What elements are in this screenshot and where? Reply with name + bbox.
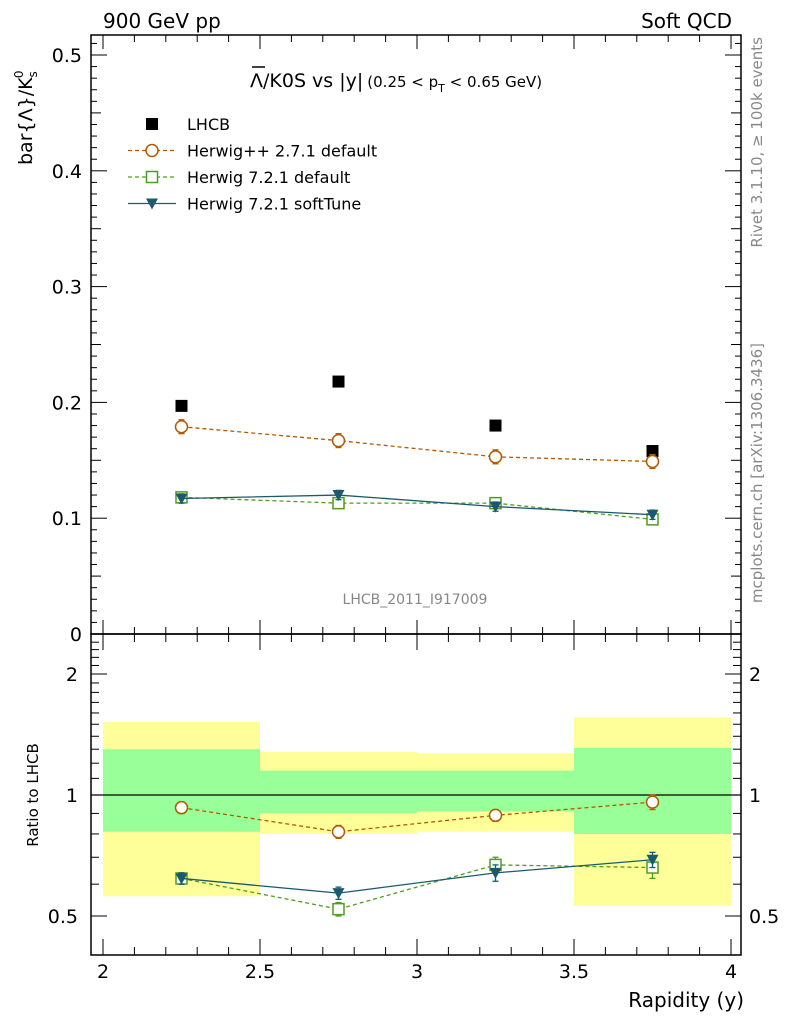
legend-item: LHCB [146, 115, 230, 134]
ratio-ytick-label: 2 [66, 664, 78, 686]
ratio-point [332, 902, 345, 916]
ratio-series [174, 794, 660, 917]
xlabel: Rapidity (y) [628, 988, 744, 1012]
header-left: 900 GeV pp [103, 9, 221, 33]
ratio-axes: 2 2.5 3 3.5 4 0.5 0.5 1 1 2 2 [48, 633, 779, 983]
ratio-series-herwig-2-7-1-default [174, 794, 660, 840]
ratio-ytick-label-right: 0.5 [749, 906, 779, 928]
band-green [260, 770, 417, 814]
series-herwig-2-7-1-default [174, 419, 660, 470]
ratio-point [489, 867, 502, 879]
legend-marker [146, 198, 158, 210]
series-line [181, 494, 653, 516]
main-ytick-label: 0.4 [52, 161, 82, 183]
mcplots-label: mcplots.cern.ch [arXiv:1306.3436] [748, 343, 766, 603]
band-green [417, 770, 574, 812]
main-axes: 0 0.1 0.2 0.3 0.4 0.5 [52, 34, 742, 646]
series-line [181, 426, 653, 463]
ylabel-main: bar{Λ}/K [15, 77, 37, 165]
data-point [489, 419, 502, 432]
legend: LHCB Herwig++ 2.7.1 default Herwig 7.2.1 d… [128, 115, 377, 214]
legend-item: Herwig 7.2.1 default [128, 168, 350, 187]
title-cut-pre: (0.25 < p [367, 73, 438, 91]
ratio-point [645, 795, 660, 809]
ratio-ytick-label-right: 1 [749, 785, 761, 807]
xtick-label: 2.5 [245, 961, 275, 983]
main-ylabel: bar{Λ}/Ks0 [12, 71, 40, 165]
ratio-ytick-label: 1 [66, 785, 78, 807]
ratio-line [181, 801, 653, 833]
ratio-point [331, 825, 346, 839]
legend-marker [145, 143, 159, 158]
ratio-point [646, 854, 659, 866]
legend-label: LHCB [187, 115, 230, 134]
main-series [174, 375, 660, 526]
data-point [646, 509, 659, 521]
data-point [332, 490, 345, 502]
ylabel-sup: 0 [12, 71, 26, 79]
ratio-ytick-label: 0.5 [48, 906, 78, 928]
series-lhcb [175, 375, 659, 458]
data-point [489, 501, 502, 513]
header-right: Soft QCD [641, 9, 732, 33]
ratio-point [175, 873, 188, 885]
data-point [645, 454, 660, 469]
rivet-label: Rivet 3.1.10, ≥ 100k events [748, 37, 766, 248]
data-point [331, 433, 346, 448]
ratio-bands [103, 717, 731, 906]
ylabel-sub: s [26, 71, 40, 77]
legend-label: Herwig 7.2.1 default [187, 168, 350, 187]
xtick-label: 3 [411, 961, 423, 983]
xtick-label: 4 [725, 961, 737, 983]
main-ytick-label: 0 [70, 624, 82, 646]
xtick-label: 3.5 [559, 961, 589, 983]
title-cut-sub: T [437, 82, 445, 95]
title-main: /K0S vs |y| [263, 70, 363, 92]
band-green [574, 747, 731, 834]
legend-marker [145, 170, 159, 184]
main-ytick-label: 0.3 [52, 277, 82, 299]
title-text: Λ/K0S vs |y| (0.25 < pT < 0.65 GeV) [250, 70, 542, 95]
legend-label: Herwig++ 2.7.1 default [187, 142, 377, 161]
data-point [175, 399, 188, 412]
title-cut-post: < 0.65 GeV) [445, 73, 542, 91]
ratio-series-herwig-7-2-1-softtune [175, 851, 659, 901]
band-green [103, 749, 260, 832]
main-title: Λ/K0S vs |y| (0.25 < pT < 0.65 GeV) [250, 66, 542, 95]
main-ytick-label: 0.1 [52, 508, 82, 530]
ratio-point [332, 888, 345, 900]
xtick-label: 2 [97, 961, 109, 983]
ratio-line [181, 859, 653, 894]
data-point [175, 493, 188, 505]
legend-item: Herwig 7.2.1 softTune [128, 195, 361, 214]
series-herwig-7-2-1-softtune [175, 489, 659, 521]
data-point [332, 375, 345, 388]
data-point [174, 419, 189, 434]
ratio-point [174, 800, 189, 815]
main-ytick-label: 0.5 [52, 45, 82, 67]
watermark: LHCB_2011_I917009 [343, 592, 488, 608]
legend-label: Herwig 7.2.1 softTune [187, 195, 361, 214]
ratio-ytick-label-right: 2 [749, 664, 761, 686]
ratio-ylabel: Ratio to LHCB [24, 743, 42, 847]
legend-marker [146, 118, 158, 130]
data-point [488, 450, 503, 464]
ratio-point [488, 808, 503, 823]
legend-item: Herwig++ 2.7.1 default [128, 142, 377, 161]
title-bar-symbol: Λ [250, 70, 263, 92]
main-ytick-label: 0.2 [52, 392, 82, 414]
